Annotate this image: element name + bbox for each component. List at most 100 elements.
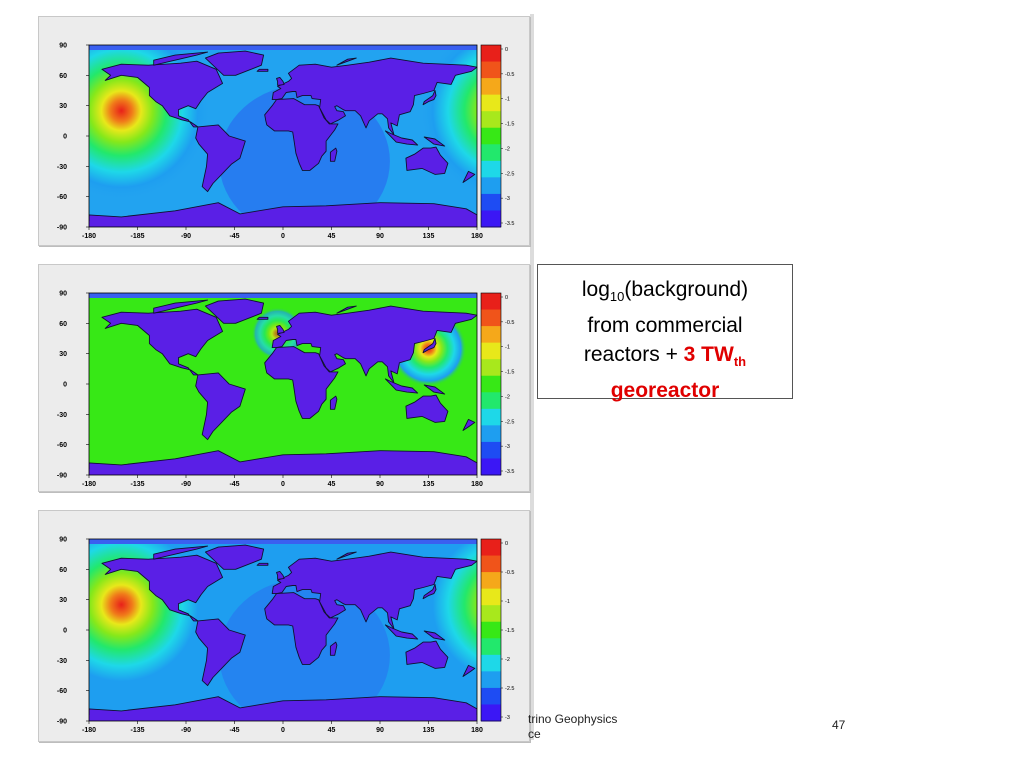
- colorbar-tick-label: -2.5: [505, 171, 514, 177]
- colorbar: 0 -0.5 -1 -1.5 -2 -2.5 -3 -3.5: [480, 44, 514, 228]
- continent-iceland: [256, 562, 269, 566]
- y-tick-label: -30: [57, 658, 67, 665]
- x-tick-label: -180: [82, 481, 96, 488]
- y-tick-label: 90: [59, 291, 67, 298]
- x-tick-label: -135: [130, 727, 144, 734]
- caption-line-4: georeactor: [610, 379, 720, 403]
- colorbar-tick-label: -2.5: [505, 419, 514, 425]
- continent-new-guinea: [423, 384, 446, 395]
- continent-greenland: [204, 544, 265, 570]
- continent-indonesia: [384, 378, 419, 394]
- colorbar-tick-label: -1.5: [505, 628, 514, 634]
- continent-north-america: [101, 60, 224, 128]
- x-tick-label: 180: [471, 727, 483, 734]
- footer-line-2: ce: [528, 727, 541, 741]
- x-tick-label: -180: [82, 727, 96, 734]
- continent-antarctica: [89, 696, 477, 721]
- x-tick-label: 90: [376, 727, 384, 734]
- continent-japan: [422, 584, 437, 600]
- caption-line-3: reactors + 3 TWth: [583, 343, 747, 370]
- caption-line-1: log10(background): [581, 278, 749, 305]
- footer-text: trino Geophysics ce: [528, 712, 617, 742]
- colorbar-tick-label: -0.5: [505, 320, 514, 326]
- continent-arctic-islands: [153, 299, 209, 314]
- x-tick-label: -90: [181, 481, 191, 488]
- y-tick-label: -60: [57, 194, 67, 201]
- y-tick-label: 30: [59, 351, 67, 358]
- x-tick-label: -180: [82, 233, 96, 240]
- y-tick-label: 30: [59, 597, 67, 604]
- x-tick-label: 135: [423, 727, 435, 734]
- y-tick-label: -30: [57, 164, 67, 171]
- x-tick-label: -90: [181, 233, 191, 240]
- continent-new-guinea: [423, 630, 446, 641]
- continent-africa: [264, 98, 339, 171]
- colorbar-tick-label: -0.5: [505, 72, 514, 78]
- colorbar-tick-label: -2: [505, 146, 510, 152]
- continent-south-america: [195, 618, 246, 687]
- continent-japan: [422, 90, 437, 106]
- colorbar-tick-label: 0: [505, 541, 508, 547]
- colorbar-tick-label: -2.5: [505, 686, 514, 692]
- continent-south-america: [195, 372, 246, 441]
- colorbar-tick-label: -3: [505, 444, 510, 450]
- colorbar-tick-label: -3.5: [505, 221, 514, 227]
- x-tick-label: -45: [229, 481, 239, 488]
- y-tick-label: -60: [57, 688, 67, 695]
- continent-new-zealand: [462, 418, 476, 431]
- y-tick-label: 60: [59, 73, 67, 80]
- colorbar-tick-label: -2: [505, 657, 510, 663]
- map-panel-2: 90 60 30 0 -30 -60 -90 -180 -135 -90 -45 0 45 90 135 18…: [38, 264, 530, 492]
- colorbar-tick-label: -1: [505, 97, 510, 103]
- continent-africa: [264, 346, 339, 419]
- colorbar-tick-label: -3.5: [505, 469, 514, 475]
- continent-antarctica: [89, 202, 477, 227]
- y-tick-label: 0: [63, 382, 67, 389]
- map-plot-area: [89, 293, 477, 475]
- y-tick-label: 0: [63, 134, 67, 141]
- continent-uk: [276, 76, 285, 86]
- continent-eurasia: [271, 305, 477, 384]
- x-tick-label: -135: [130, 481, 144, 488]
- continent-antarctica: [89, 450, 477, 475]
- map-panel-1: 90 60 30 0 -30 -60 -90 -180 -185 -90 -45 0 45 90 135 18…: [38, 16, 530, 246]
- x-tick-label: -90: [181, 727, 191, 734]
- y-tick-label: 0: [63, 628, 67, 635]
- continent-australia: [405, 146, 449, 175]
- y-tick-label: 30: [59, 103, 67, 110]
- caption-line-2: from commercial: [587, 314, 743, 338]
- x-tick-label: 135: [423, 481, 435, 488]
- colorbar: 0 -0.5 -1 -1.5 -2 -2.5 -3 -3.5: [480, 292, 514, 476]
- colorbar-tick-label: -3: [505, 715, 510, 721]
- y-tick-label: -30: [57, 412, 67, 419]
- y-tick-label: -90: [57, 225, 67, 232]
- continent-australia: [405, 394, 449, 423]
- colorbar-tick-label: 0: [505, 47, 508, 53]
- continent-new-zealand: [462, 170, 476, 183]
- continent-indonesia: [384, 624, 419, 640]
- continent-svalbard-novaya: [336, 57, 357, 66]
- continent-eurasia: [271, 57, 477, 136]
- colorbar: 0 -0.5 -1 -1.5 -2 -2.5 -3: [480, 538, 514, 722]
- continent-greenland: [204, 50, 265, 76]
- continent-new-zealand: [462, 664, 476, 677]
- continent-africa: [264, 592, 339, 665]
- y-tick-label: 60: [59, 321, 67, 328]
- x-tick-label: 135: [423, 233, 435, 240]
- continent-south-america: [195, 124, 246, 193]
- continent-madagascar: [329, 641, 338, 656]
- continent-japan: [422, 338, 437, 354]
- continent-north-america: [101, 308, 224, 376]
- continent-arctic-islands: [153, 545, 209, 560]
- x-tick-label: 90: [376, 233, 384, 240]
- continent-greenland: [204, 298, 265, 324]
- x-tick-label: 180: [471, 481, 483, 488]
- x-tick-label: 0: [281, 727, 285, 734]
- colorbar-tick-label: -1.5: [505, 122, 514, 128]
- continent-eurasia: [271, 551, 477, 630]
- colorbar-tick-label: -3: [505, 196, 510, 202]
- y-tick-label: -90: [57, 719, 67, 726]
- x-tick-label: 45: [328, 233, 336, 240]
